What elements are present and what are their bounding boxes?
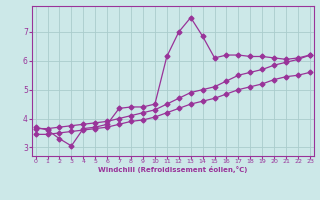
X-axis label: Windchill (Refroidissement éolien,°C): Windchill (Refroidissement éolien,°C) — [98, 166, 247, 173]
